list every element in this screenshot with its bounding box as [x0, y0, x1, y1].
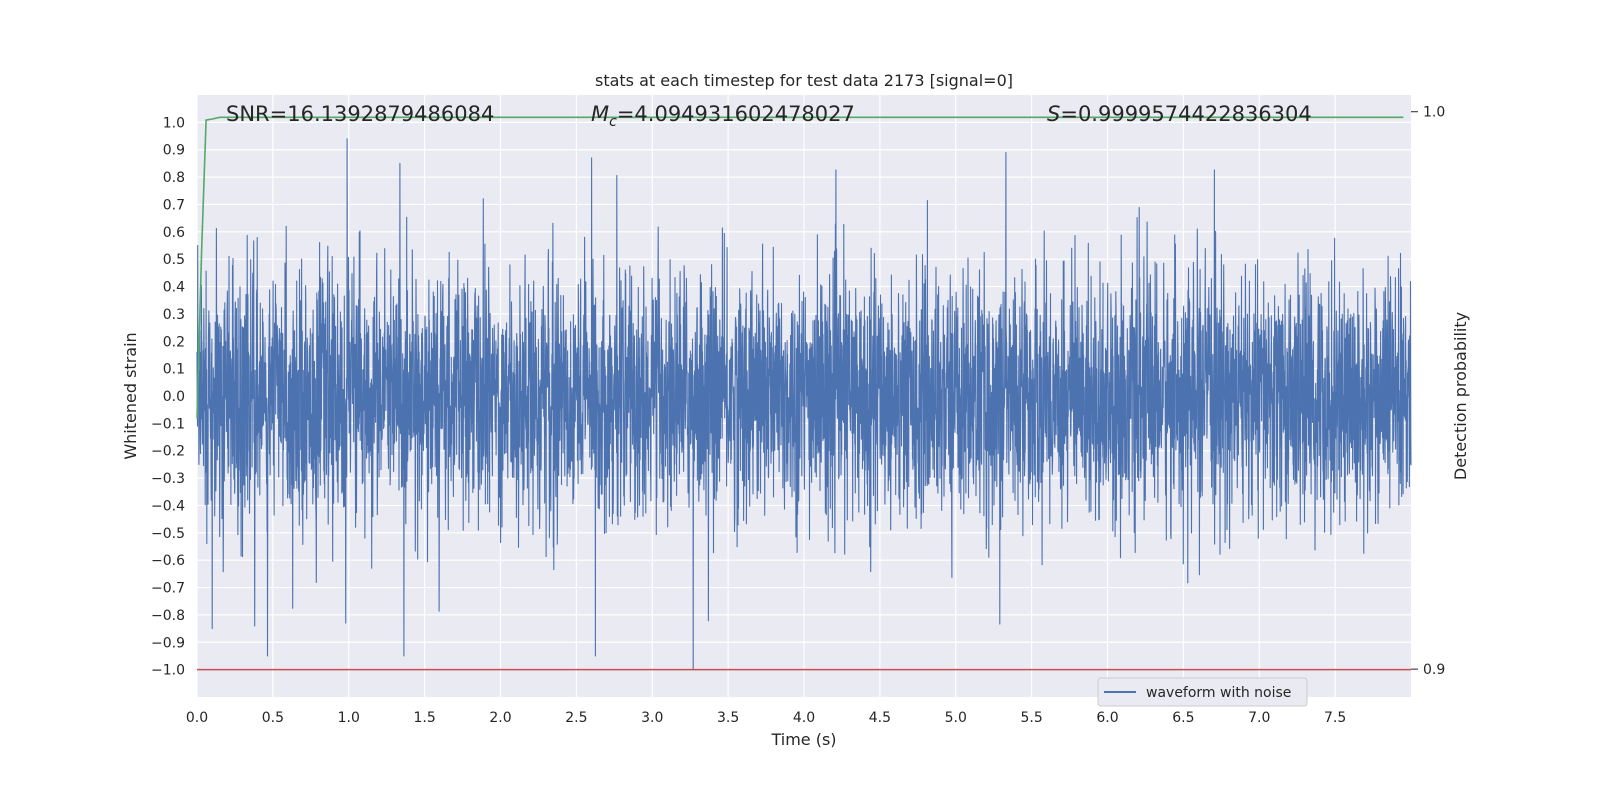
legend-box [1097, 677, 1308, 707]
x-tick-label: 7.0 [1248, 710, 1270, 726]
y-tick-label: 0.5 [163, 252, 185, 268]
y-tick-label: 0.3 [163, 307, 185, 323]
x-tick-label: 0.0 [186, 710, 208, 726]
y-tick-label: 0.9 [163, 143, 185, 159]
y-tick-label: −0.3 [151, 471, 185, 487]
chirp-mass-annotation: Mc=4.094931602478027 [591, 102, 855, 130]
y-tick-label: −0.7 [151, 581, 185, 597]
detection-score-symbol: S [1047, 102, 1060, 126]
x-tick-label: 3.0 [641, 710, 663, 726]
series-waveform-with-noise [196, 138, 1412, 671]
x-tick-label: 6.5 [1172, 710, 1194, 726]
detection-probability-line [196, 116, 1404, 419]
x-tick-label: 1.5 [413, 710, 435, 726]
x-tick-labels: 0.0 0.5 1.0 1.5 2.0 2.5 3.0 3.5 4.0 4.5 5.0 5.5 6.0 6… [186, 710, 1346, 726]
y-tick-label: 0.6 [163, 225, 185, 241]
x-tick-label: 2.0 [489, 710, 511, 726]
legend-label-waveform: waveform with noise [1146, 685, 1291, 701]
waveform-line [196, 138, 1412, 671]
y2-axis-label: Detection probability [1451, 312, 1470, 480]
series-detection-probability [196, 116, 1404, 419]
chirp-mass-subscript: c [609, 114, 617, 130]
y2-tick-label: 0.9 [1423, 662, 1445, 678]
x-tick-label: 0.5 [262, 710, 284, 726]
y-tick-label: −0.6 [151, 553, 185, 569]
y-tick-label: 0.1 [163, 362, 185, 378]
y-tick-label: 0.4 [163, 280, 185, 296]
x-tick-label: 4.0 [793, 710, 815, 726]
y-tick-label: −0.9 [151, 635, 185, 651]
x-tick-label: 2.5 [565, 710, 587, 726]
x-tick-label: 4.5 [869, 710, 891, 726]
x-tick-label: 7.5 [1324, 710, 1346, 726]
detection-score-annotation: S=0.9999574422836304 [1047, 102, 1312, 126]
y2-tick-label: 1.0 [1423, 105, 1445, 121]
x-tick-label: 5.0 [945, 710, 967, 726]
x-axis-label: Time (s) [770, 730, 836, 749]
y2-tick-labels: 1.0 0.9 [1411, 105, 1445, 678]
detection-score-value: =0.9999574422836304 [1060, 102, 1311, 126]
y-tick-label: 0.8 [163, 170, 185, 186]
y-tick-label: 1.0 [163, 115, 185, 131]
y-tick-label: −1.0 [151, 663, 185, 679]
chart-title: stats at each timestep for test data 217… [595, 71, 1013, 90]
y-tick-label: −0.4 [151, 498, 185, 514]
y-tick-label: −0.5 [151, 526, 185, 542]
y-tick-label: 0.2 [163, 334, 185, 350]
y-tick-label: 0.7 [163, 197, 185, 213]
legend: waveform with noise [1097, 677, 1308, 707]
chirp-mass-value: =4.094931602478027 [617, 102, 855, 126]
y-tick-labels: 1.0 0.9 0.8 0.7 0.6 0.5 0.4 0.3 0.2 0.1 0.0 −0.1 −0.… [151, 115, 185, 678]
chirp-mass-symbol: M [591, 102, 609, 126]
x-tick-label: 5.5 [1020, 710, 1042, 726]
snr-annotation: SNR=16.1392879486084 [226, 102, 494, 126]
y-tick-label: 0.0 [163, 389, 185, 405]
y-axis-label: Whitened strain [121, 332, 140, 459]
y-tick-label: −0.8 [151, 608, 185, 624]
y-tick-label: −0.1 [151, 416, 185, 432]
x-tick-label: 1.0 [338, 710, 360, 726]
x-tick-label: 3.5 [717, 710, 739, 726]
x-tick-label: 6.0 [1096, 710, 1118, 726]
y-tick-label: −0.2 [151, 444, 185, 460]
